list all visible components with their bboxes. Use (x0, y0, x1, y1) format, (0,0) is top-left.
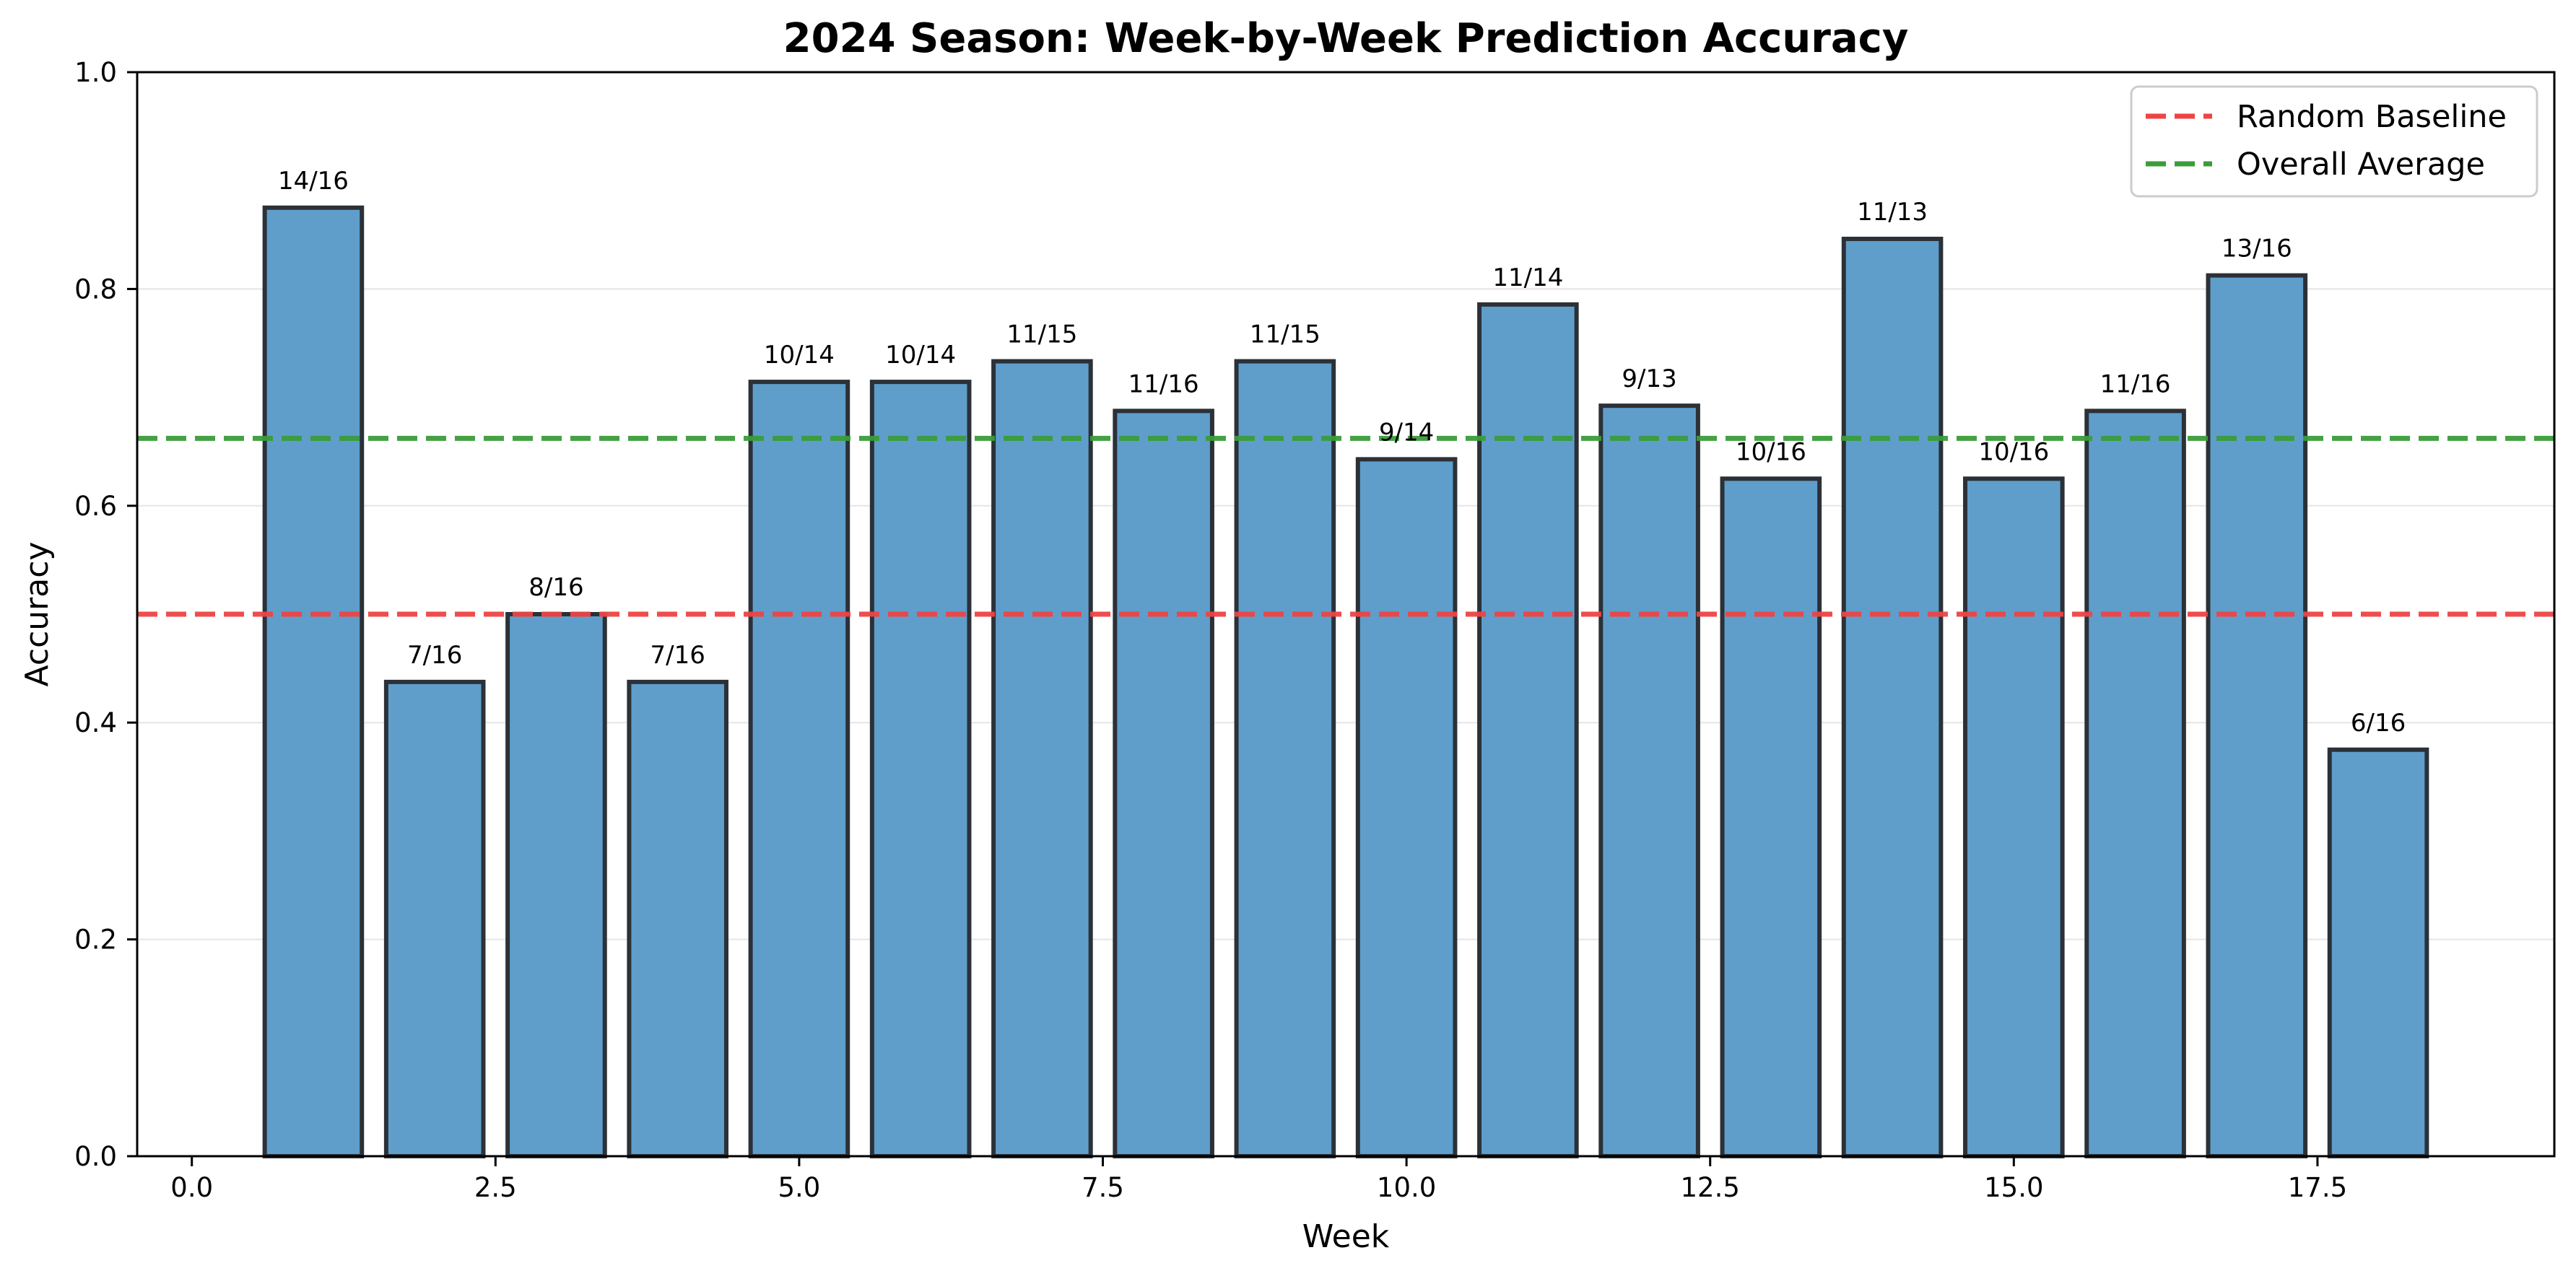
bar-data-label: 8/16 (528, 573, 583, 602)
bar-week-4 (627, 679, 728, 1158)
bar-data-label: 11/16 (1128, 370, 1199, 398)
x-tick-label: 17.5 (2288, 1172, 2347, 1203)
bar-data-label: 7/16 (407, 641, 462, 670)
y-tick-label: 0.2 (74, 925, 117, 956)
bar-data-label: 11/14 (1492, 263, 1563, 292)
bar-data-label: 10/14 (764, 341, 835, 370)
y-tick-label: 1.0 (74, 57, 117, 88)
legend-box (2130, 85, 2538, 198)
bar-data-label: 9/14 (1379, 418, 1434, 447)
bar-data-label: 13/16 (2222, 235, 2292, 263)
x-tick-label: 5.0 (778, 1172, 820, 1203)
bar-data-labels: 14/16 7/16 8/16 7/16 10/14 10/14 11/15 11/16 11/… (278, 167, 2406, 738)
bar-data-label: 14/16 (278, 167, 349, 196)
x-tick-label: 2.5 (474, 1172, 517, 1203)
bar-week-13 (1720, 476, 1822, 1158)
bar-week-6 (869, 380, 972, 1158)
x-tick-label: 10.0 (1377, 1172, 1436, 1203)
bar-week-18 (2327, 747, 2429, 1158)
y-tick-label: 0.6 (74, 491, 117, 522)
y-tick-label: 0.8 (74, 274, 117, 305)
bar-data-label: 11/15 (1250, 320, 1320, 349)
bar-data-label: 11/16 (2100, 370, 2171, 398)
legend-label: Random Baseline (2237, 99, 2507, 135)
bar-data-label: 6/16 (2351, 709, 2406, 738)
x-axis-ticks: 0.0 2.5 5.0 7.5 10.0 12.5 15.0 17.5 (170, 1156, 2347, 1203)
bar-week-9 (1234, 359, 1336, 1159)
x-tick-label: 7.5 (1082, 1172, 1124, 1203)
bar-week-17 (2206, 273, 2308, 1158)
legend-label: Overall Average (2237, 147, 2485, 183)
bar-data-label: 10/14 (885, 341, 956, 370)
x-tick-label: 15.0 (1984, 1172, 2043, 1203)
bar-week-5 (748, 380, 850, 1158)
y-axis-ticks: 0.0 0.2 0.4 0.6 0.8 1.0 (74, 57, 137, 1172)
bar-series (262, 205, 2429, 1159)
bar-week-15 (1963, 476, 2065, 1158)
bar-week-16 (2084, 408, 2186, 1158)
x-tick-label: 12.5 (1681, 1172, 1740, 1203)
bar-week-7 (991, 359, 1093, 1159)
bar-data-label: 10/16 (1978, 437, 2049, 466)
y-tick-label: 0.4 (74, 707, 117, 738)
bar-data-label: 11/15 (1006, 320, 1077, 349)
bar-data-label: 11/13 (1857, 198, 1928, 227)
bar-data-label: 9/13 (1622, 364, 1676, 393)
x-tick-label: 0.0 (170, 1172, 213, 1203)
bar-week-10 (1355, 457, 1458, 1158)
y-tick-label: 0.0 (74, 1141, 117, 1172)
plot-frame (136, 71, 2556, 1158)
chart-title: 2024 Season: Week-by-Week Prediction Acc… (783, 15, 1909, 62)
bar-week-8 (1113, 408, 1214, 1158)
bar-week-14 (1841, 237, 1944, 1159)
bar-week-2 (383, 679, 486, 1158)
legend: Random Baseline Overall Average (2130, 85, 2538, 198)
bar-week-11 (1477, 302, 1579, 1159)
bar-data-label: 7/16 (650, 641, 705, 670)
bar-week-1 (262, 205, 365, 1158)
bar-data-label: 10/16 (1736, 437, 1806, 466)
bar-week-12 (1598, 403, 1700, 1158)
bar-week-3 (505, 612, 607, 1158)
y-axis-label: Accuracy (19, 542, 56, 687)
x-axis-label: Week (1302, 1218, 1390, 1255)
